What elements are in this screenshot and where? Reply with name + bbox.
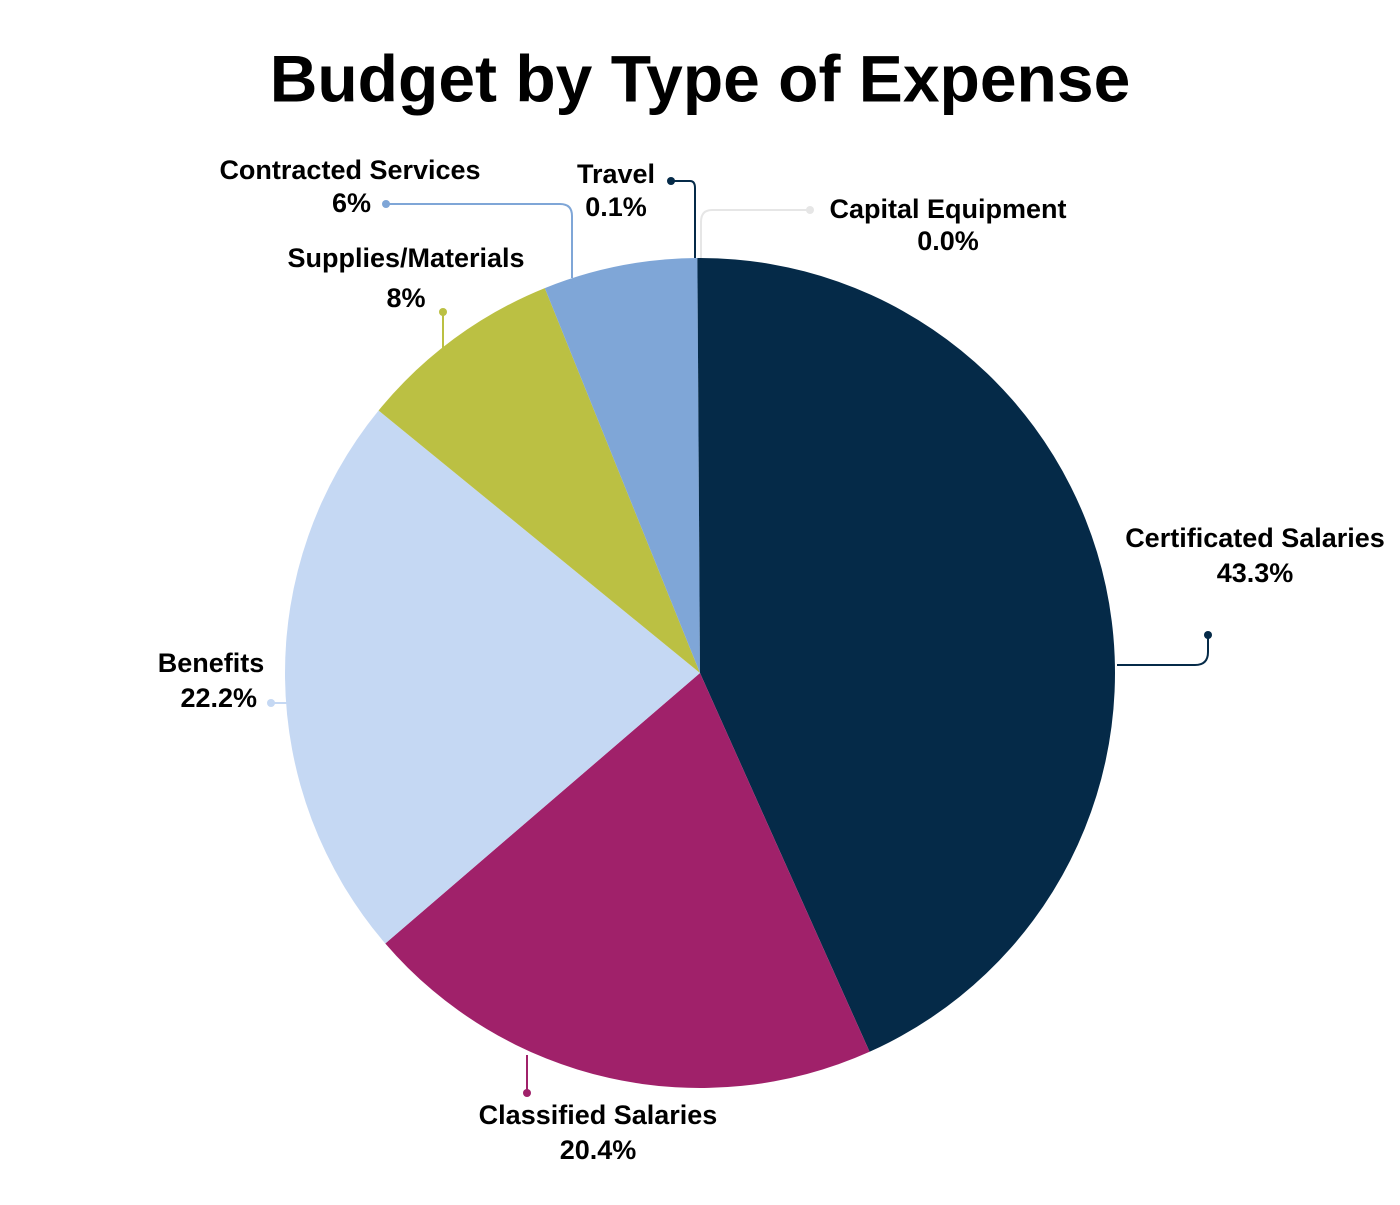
pie-slice [378,288,700,673]
leader-dot [1204,631,1212,639]
leader-line [671,180,696,258]
leader-dot [267,699,275,707]
pie-slice [285,410,700,944]
slice-label: Travel [577,159,655,189]
value-label: 22.2% [180,683,257,713]
pie-slice [544,258,700,673]
value-label: 0.1% [585,192,647,222]
leader-line [1117,635,1209,666]
value-label: 20.4% [560,1135,637,1165]
chart-title: Budget by Type of Expense [270,41,1131,115]
slice-label: Certificated Salaries [1125,523,1385,553]
value-label: 0.0% [917,226,979,256]
leader-dot [523,1089,531,1097]
leader-dot [667,177,675,185]
slice-label: Contracted Services [219,155,480,185]
pie-slice [700,258,1115,1052]
leader-dot [439,308,447,316]
leader-line [386,203,573,278]
slice-label: Classified Salaries [479,1100,718,1130]
value-label: 8% [386,283,425,313]
leader-dot [806,206,814,214]
slice-label: Supplies/Materials [287,243,524,273]
slice-label: Capital Equipment [829,194,1066,224]
slice-label: Benefits [158,648,265,678]
value-label: 43.3% [1217,558,1294,588]
value-label: 6% [332,188,371,218]
leader-line [700,209,810,258]
leader-dot [382,200,390,208]
pie-slice [385,673,870,1088]
pie-slice [697,258,700,673]
